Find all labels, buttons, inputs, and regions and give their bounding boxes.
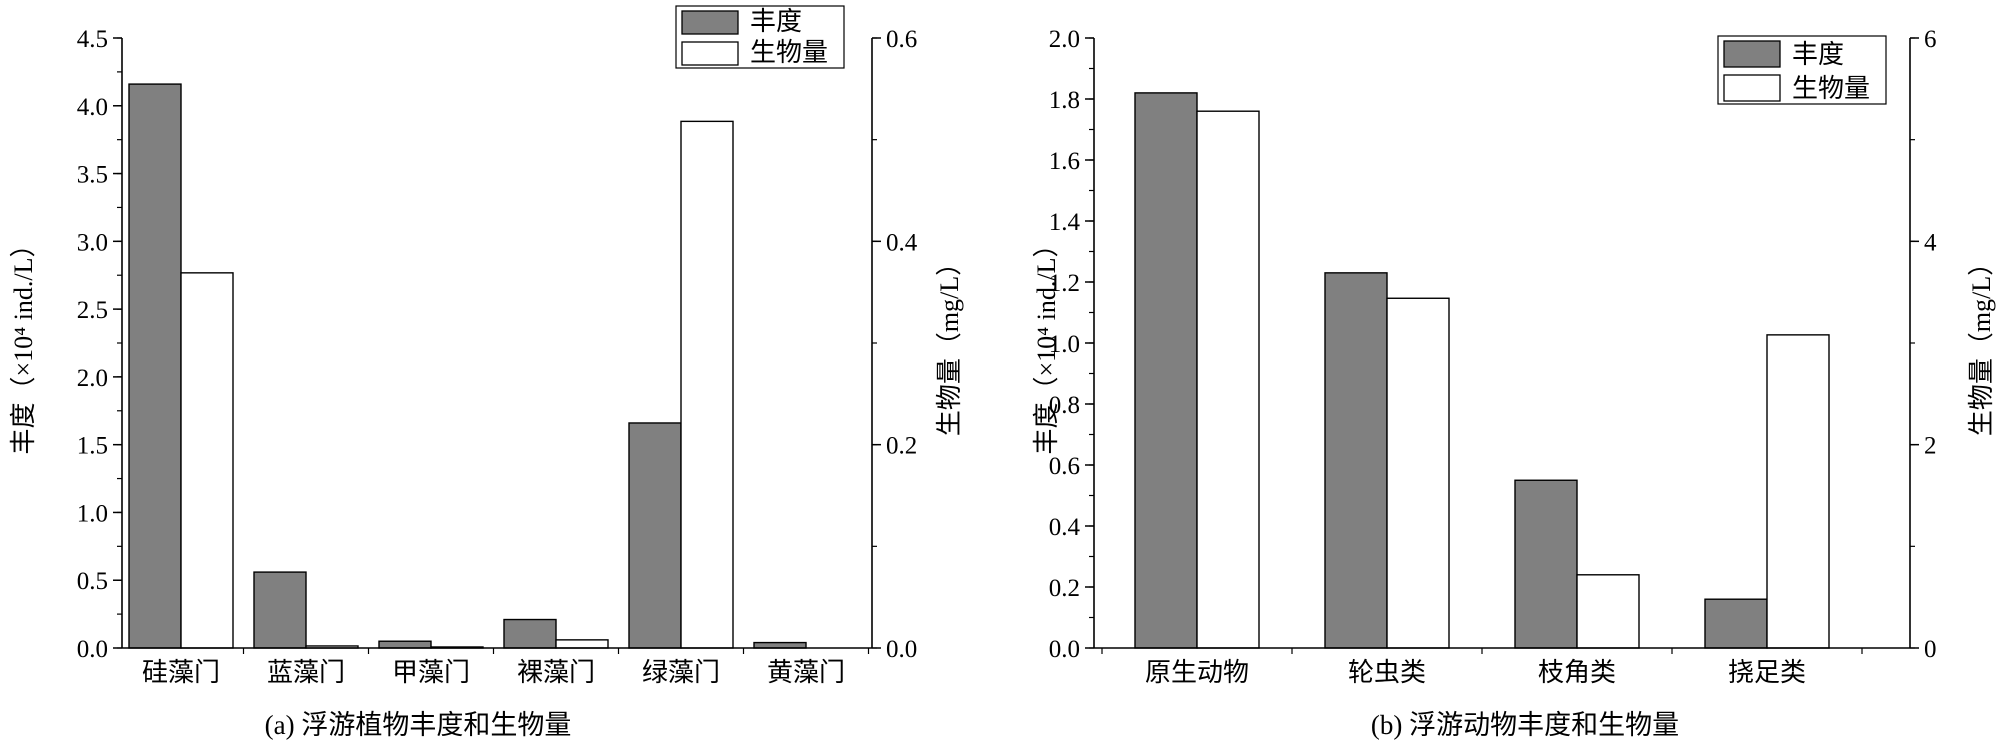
y-right-tick-label: 6 [1924,26,1937,53]
chart-panel-a: 硅藻门 蓝藻门 甲藻门 裸藻门 绿藻门 黄藻门 0.0 0.5 1.0 1.5 2.0 2.5 3.0 3… [9,5,964,740]
x-tick-label: 甲藻门 [392,658,470,687]
y-left-tick-label: 4.5 [77,26,108,53]
legend-swatch-biomass [1723,74,1781,102]
y-left-tick-label: 3.5 [77,162,108,189]
x-tick-label: 枝角类 [1538,658,1616,687]
x-tick-label: 绿藻门 [642,658,720,687]
bar-biomass [1196,110,1260,649]
bar-biomass [180,272,234,649]
x-tick-label: 挠足类 [1728,658,1806,687]
bar-abundance [128,83,182,649]
bar-abundance [1134,92,1198,649]
bar-abundance [253,571,307,649]
bar-biomass [1386,297,1450,649]
y-left-tick-label: 1.0 [1049,331,1080,358]
bar-abundance [378,640,432,649]
bar-abundance [503,618,557,649]
bar-biomass [1576,574,1640,649]
legend-label: 生物量 [1792,74,1870,103]
x-tick-label: 裸藻门 [517,658,595,687]
y-left-tick-label: 2.0 [1049,26,1080,53]
bar-biomass [1766,334,1830,649]
y-left-tick-label: 0.4 [1049,514,1081,541]
y-left-tick-label: 2.0 [77,365,108,392]
y-left-tick-label: 2.5 [77,297,108,324]
legend-swatch-abundance [1723,40,1781,68]
y-axis-right-title: 生物量（mg/L） [935,250,964,436]
legend-label: 生物量 [750,38,828,67]
figure-caption: (b) 浮游动物丰度和生物量 [1371,710,1679,740]
x-tick-label: 蓝藻门 [267,658,345,687]
y-left-tick-label: 1.0 [77,500,108,527]
y-left-tick-label: 1.4 [1049,209,1081,236]
legend-swatch-abundance [681,10,739,35]
legend-label: 丰度 [1792,40,1844,69]
bar-biomass [680,120,734,649]
y-left-tick-label: 0.0 [77,636,108,663]
y-left-tick-label: 1.5 [77,433,108,460]
y-right-tick-label: 0.6 [886,26,917,53]
x-tick-label: 轮虫类 [1348,658,1426,687]
y-right-tick-label: 4 [1924,229,1937,256]
x-tick-label: 原生动物 [1145,658,1249,687]
y-left-tick-label: 0.5 [77,568,108,595]
y-right-tick-label: 2 [1924,433,1937,460]
bar-biomass [555,639,609,649]
legend-label: 丰度 [750,7,802,36]
y-left-tick-label: 0.8 [1049,392,1080,419]
y-right-tick-label: 0.2 [886,433,917,460]
y-axis-left-title: 丰度（×10⁴ ind./L） [9,231,38,454]
x-tick-label: 硅藻门 [142,658,220,687]
chart-panel-b: 原生动物 轮虫类 枝角类 挠足类 0.0 0.2 0.4 0.6 0.8 1.0 1.2 1.4 1.6… [1032,26,1996,740]
y-left-tick-label: 1.6 [1049,148,1080,175]
y-left-tick-label: 0.2 [1049,575,1080,602]
y-left-tick-label: 3.0 [77,229,108,256]
bar-abundance [1324,272,1388,649]
y-left-tick-label: 0.6 [1049,453,1080,480]
y-left-tick-label: 1.8 [1049,87,1080,114]
legend-swatch-biomass [681,41,739,66]
bar-abundance [628,422,682,649]
y-axis-left-title: 丰度（×10⁴ ind./L） [1032,231,1061,454]
y-left-tick-label: 4.0 [77,94,108,121]
bar-abundance [1514,479,1578,649]
y-right-tick-label: 0.0 [886,636,917,663]
y-left-tick-label: 1.2 [1049,270,1080,297]
y-right-tick-label: 0 [1924,636,1937,663]
x-tick-label: 黄藻门 [767,658,845,687]
bar-abundance [753,641,807,649]
bar-abundance [1704,598,1768,649]
y-axis-right-title: 生物量（mg/L） [1967,250,1996,436]
y-left-tick-label: 0.0 [1049,636,1080,663]
figure-caption: (a) 浮游植物丰度和生物量 [265,710,572,740]
y-right-tick-label: 0.4 [886,229,918,256]
